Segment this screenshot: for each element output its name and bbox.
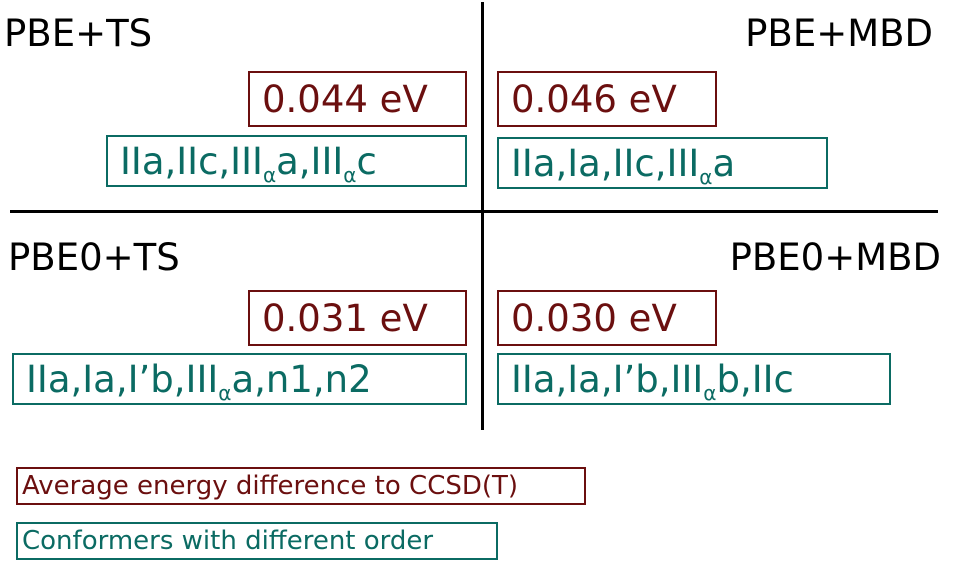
method-label-pbe-mbd: PBE+MBD bbox=[745, 12, 933, 55]
method-label-pbe0-mbd: PBE0+MBD bbox=[729, 236, 941, 279]
subscript-alpha: α bbox=[262, 162, 277, 187]
energy-box-pbe0-mbd: 0.030 eV bbox=[497, 290, 717, 346]
energy-box-pbe-mbd: 0.046 eV bbox=[497, 71, 717, 127]
conformer-text-pbe0-ts: IIa,Ia,I’b,IIIαa,n1,n2 bbox=[26, 357, 372, 405]
energy-box-pbe0-ts: 0.031 eV bbox=[248, 290, 467, 346]
energy-box-pbe-ts: 0.044 eV bbox=[248, 71, 467, 127]
conformer-text-pbe-ts: IIa,IIc,IIIαa,IIIαc bbox=[120, 139, 377, 187]
method-label-pbe0-ts: PBE0+TS bbox=[8, 236, 180, 279]
method-label-pbe-ts: PBE+TS bbox=[4, 12, 153, 55]
conformer-box-pbe-mbd: IIa,Ia,IIc,IIIαa bbox=[497, 137, 828, 189]
vertical-divider bbox=[481, 2, 484, 430]
conformer-box-pbe0-mbd: IIa,Ia,I’b,IIIαb,IIc bbox=[497, 353, 891, 405]
subscript-alpha: α bbox=[703, 380, 717, 405]
conformer-text-pbe0-mbd: IIa,Ia,I’b,IIIαb,IIc bbox=[511, 357, 794, 405]
conformer-box-pbe0-ts: IIa,Ia,I’b,IIIαa,n1,n2 bbox=[12, 353, 467, 405]
conformer-text-pbe-mbd: IIa,Ia,IIc,IIIαa bbox=[511, 141, 736, 189]
legend-energy: Average energy difference to CCSD(T) bbox=[16, 467, 586, 505]
horizontal-divider bbox=[10, 210, 938, 213]
conformer-box-pbe-ts: IIa,IIc,IIIαa,IIIαc bbox=[106, 135, 467, 187]
legend-conformers: Conformers with different order bbox=[16, 522, 498, 560]
subscript-alpha: α bbox=[699, 164, 713, 189]
subscript-alpha: α bbox=[343, 162, 357, 187]
subscript-alpha: α bbox=[218, 380, 232, 405]
